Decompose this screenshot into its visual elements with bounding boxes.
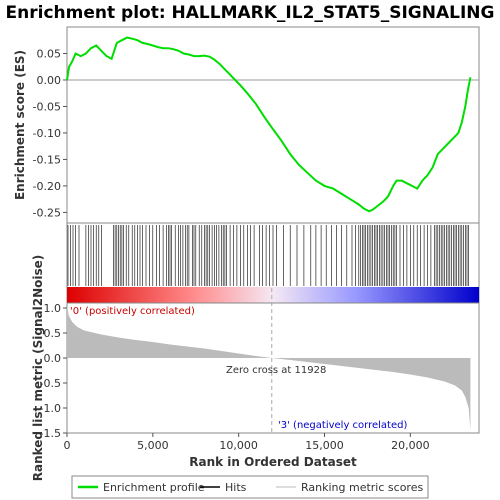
ranking-metric-area (67, 305, 471, 431)
metric-y-axis: 1.0 0.5 0.0 -0.5 -1.0 -1.5 (40, 302, 67, 440)
x-tick-label: 15,000 (305, 439, 344, 452)
zero-cross-label: Zero cross at 11928 (226, 365, 326, 376)
es-y-tick-label: -0.20 (33, 180, 61, 193)
legend (71, 475, 429, 499)
es-y-tick-label: -0.10 (33, 127, 61, 140)
ranking-colorbar (67, 287, 479, 303)
legend-label: Hits (225, 481, 247, 494)
es-plot-area (66, 26, 480, 224)
es-y-tick-label: -0.25 (33, 206, 61, 219)
metric-y-tick-label: -0.5 (40, 377, 61, 390)
x-tick-label: 0 (64, 439, 71, 452)
es-y-tick-label: 0.00 (37, 74, 62, 87)
es-y-axis-title: Enrichment score (ES) (13, 50, 27, 200)
metric-y-tick-label: -1.0 (40, 402, 61, 415)
es-y-axis: 0.05 0.00 -0.05 -0.10 -0.15 -0.20 -0.25 (33, 47, 67, 219)
legend-label: Ranking metric scores (301, 481, 423, 494)
enrichment-profile-line (66, 36, 472, 213)
chart-title: Enrichment plot: HALLMARK_IL2_STAT5_SIGN… (6, 3, 495, 23)
metric-y-tick-label: 0.0 (44, 352, 62, 365)
metric-y-tick-label: 1.0 (44, 302, 62, 315)
metric-y-tick-label: -1.5 (40, 427, 61, 440)
es-y-tick-label: 0.05 (37, 47, 62, 60)
negative-label: '3' (negatively correlated) (278, 420, 407, 431)
legend-items: Enrichment profile Hits Ranking metric sco… (78, 481, 423, 494)
x-tick-label: 5,000 (137, 439, 169, 452)
x-tick-label: 20,000 (391, 439, 430, 452)
x-axis: 0 5,000 10,000 15,000 20,000 (64, 433, 430, 452)
positive-label: '0' (positively correlated) (70, 306, 195, 317)
es-y-tick-label: -0.05 (33, 100, 61, 113)
x-tick-label: 10,000 (219, 439, 258, 452)
x-axis-title: Rank in Ordered Dataset (189, 455, 357, 469)
metric-y-tick-label: 0.5 (44, 327, 62, 340)
legend-label: Enrichment profile (103, 481, 205, 494)
hits-markers (67, 225, 470, 286)
es-y-tick-label: -0.15 (33, 153, 61, 166)
metric-y-axis-title: Ranked list metric (Signal2Noise) (31, 255, 45, 482)
